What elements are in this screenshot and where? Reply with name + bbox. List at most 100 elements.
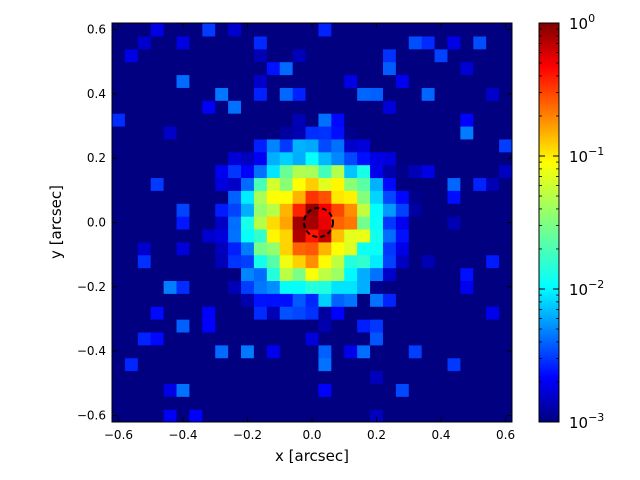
heatmap-cell <box>279 344 294 359</box>
heatmap-cell <box>176 370 191 384</box>
heatmap-cell <box>382 344 397 359</box>
y-tick-label: 0.2 <box>87 151 106 165</box>
heatmap-cell <box>473 383 487 397</box>
heatmap-cell <box>473 190 487 204</box>
heatmap-cell <box>137 319 152 333</box>
heatmap-cell <box>150 293 165 307</box>
heatmap-cell <box>499 74 512 88</box>
heatmap-cell <box>447 48 461 63</box>
heatmap-cell <box>279 23 294 37</box>
heatmap-cell <box>112 280 126 294</box>
heatmap-cell <box>331 409 345 422</box>
heatmap-cell <box>176 216 191 230</box>
heatmap-cell <box>305 125 320 140</box>
heatmap-cell <box>408 125 423 140</box>
heatmap-cell <box>370 293 384 307</box>
heatmap-cell <box>241 331 255 346</box>
heatmap-cell <box>434 48 449 63</box>
heatmap-cell <box>176 35 191 50</box>
heatmap-cell <box>253 319 268 333</box>
heatmap-cell <box>137 383 152 397</box>
heatmap-cell <box>279 319 294 333</box>
heatmap-cell <box>382 100 397 114</box>
heatmap-cell <box>241 228 255 243</box>
heatmap-cell <box>266 293 281 307</box>
heatmap-cell <box>150 331 165 346</box>
heatmap-cell <box>215 48 229 63</box>
heatmap-cell <box>215 100 229 114</box>
heatmap-cell <box>318 100 332 114</box>
heatmap-cell <box>189 216 203 230</box>
heatmap-cell <box>228 396 242 410</box>
heatmap-cell <box>124 164 139 179</box>
heatmap-cell <box>434 74 449 88</box>
heatmap-cell <box>370 319 384 333</box>
heatmap-cell <box>112 23 126 24</box>
heatmap-cell <box>499 267 512 282</box>
heatmap-cell <box>318 35 332 50</box>
heatmap-cell <box>228 23 242 37</box>
heatmap-cell <box>408 61 423 76</box>
heatmap-cell <box>486 74 500 88</box>
heatmap-cell <box>279 267 294 282</box>
heatmap-cell <box>318 396 332 410</box>
peak-dashed-circle <box>302 206 334 239</box>
heatmap-cell <box>253 190 268 204</box>
y-tick-label: −0.6 <box>77 409 106 423</box>
heatmap-cell <box>318 254 332 269</box>
heatmap-cell <box>434 228 449 243</box>
heatmap-cell <box>124 216 139 230</box>
heatmap-cell <box>137 241 152 256</box>
heatmap-cell <box>241 125 255 140</box>
heatmap-cell <box>137 74 152 88</box>
heatmap-cell <box>499 100 512 114</box>
heatmap-cell <box>241 138 255 153</box>
heatmap-cell <box>176 151 191 166</box>
heatmap-cell <box>241 409 255 422</box>
heatmap-cell <box>357 151 371 166</box>
heatmap-cell <box>253 23 268 37</box>
heatmap-cell <box>344 396 358 410</box>
y-axis-label: y [arcsec] <box>47 185 65 259</box>
heatmap-cell <box>266 23 281 37</box>
heatmap-cell <box>408 177 423 191</box>
heatmap-cell <box>215 409 229 422</box>
heatmap-cell <box>460 190 474 204</box>
heatmap-cell <box>434 241 449 256</box>
heatmap-cell <box>292 177 307 191</box>
heatmap-cell <box>499 23 512 37</box>
heatmap-cell <box>176 357 191 372</box>
heatmap-cell <box>460 306 474 320</box>
heatmap-cell <box>112 396 126 410</box>
heatmap-cell <box>370 113 384 127</box>
heatmap-cell <box>473 177 487 191</box>
heatmap-cell <box>163 306 178 320</box>
heatmap-cell <box>318 138 332 153</box>
heatmap-cell <box>137 61 152 76</box>
heatmap-cell <box>163 241 178 256</box>
heatmap-cell <box>292 344 307 359</box>
heatmap-cell <box>176 293 191 307</box>
heatmap-cell <box>421 370 436 384</box>
heatmap-cell <box>499 35 512 50</box>
heatmap-cell <box>112 331 126 346</box>
heatmap-cell <box>253 267 268 282</box>
heatmap-cell <box>486 383 500 397</box>
heatmap-cell <box>266 228 281 243</box>
heatmap-cell <box>176 203 191 217</box>
heatmap-cell <box>344 216 358 230</box>
heatmap-cell <box>421 138 436 153</box>
heatmap-cell <box>266 331 281 346</box>
heatmap-cell <box>176 87 191 101</box>
heatmap-cell <box>112 138 126 153</box>
heatmap-cell <box>124 241 139 256</box>
heatmap-cell <box>279 164 294 179</box>
heatmap-cell <box>486 370 500 384</box>
heatmap-cell <box>382 409 397 422</box>
heatmap-cell <box>395 177 410 191</box>
heatmap-cell <box>215 74 229 88</box>
heatmap-cell <box>512 280 526 293</box>
heatmap-cell <box>292 100 307 114</box>
heatmap-cell <box>447 383 461 397</box>
